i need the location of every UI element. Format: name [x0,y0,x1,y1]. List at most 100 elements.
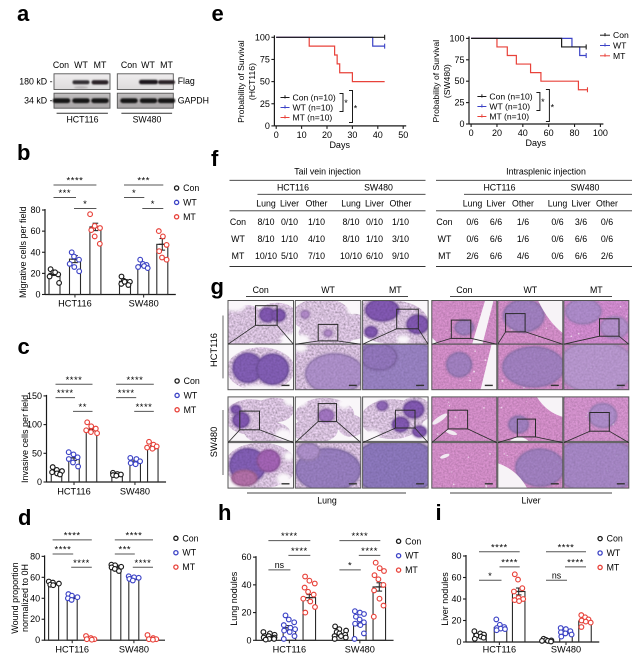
svg-text:Liver: Liver [521,496,540,506]
svg-text:60: 60 [30,572,40,582]
svg-text:0/10: 0/10 [366,217,383,227]
svg-text:Other: Other [512,198,534,208]
svg-text:h: h [218,500,231,525]
svg-text:HCT116: HCT116 [55,645,89,655]
svg-text:0/6: 0/6 [466,217,478,227]
svg-text:Lung: Lung [256,198,276,208]
svg-text:****: **** [118,388,135,399]
svg-text:3/10: 3/10 [392,234,409,244]
svg-text:0/6: 0/6 [601,217,613,227]
svg-text:WT: WT [405,551,419,561]
svg-text:Liver: Liver [280,198,299,208]
svg-text:*: * [551,103,555,113]
svg-text:SW480: SW480 [571,182,600,192]
svg-text:g: g [211,274,224,299]
svg-text:*: * [344,98,348,108]
svg-text:100: 100 [449,33,464,43]
svg-text:normalized to 0H: normalized to 0H [20,564,30,632]
svg-text:8/10: 8/10 [257,234,274,244]
svg-text:10/10: 10/10 [340,251,362,261]
svg-text:5/10: 5/10 [281,251,298,261]
svg-text:(HCT116): (HCT116) [247,63,257,100]
svg-text:WT (n=10): WT (n=10) [293,103,334,113]
svg-text:Con: Con [456,285,472,295]
svg-text:80: 80 [30,551,40,561]
svg-text:****: **** [281,531,298,542]
svg-text:100: 100 [255,32,270,42]
svg-text:3/6: 3/6 [575,217,587,227]
svg-text:****: **** [66,375,83,386]
svg-text:SW480: SW480 [551,645,581,655]
svg-text:MT (n=10): MT (n=10) [293,113,333,123]
svg-text:0: 0 [459,119,464,129]
svg-text:30: 30 [347,130,357,140]
svg-text:WT: WT [613,41,627,51]
svg-text:80: 80 [570,128,580,138]
svg-text:2/6: 2/6 [466,251,478,261]
svg-text:1/10: 1/10 [392,217,409,227]
svg-text:20: 20 [241,608,251,618]
svg-text:GAPDH: GAPDH [178,96,209,106]
svg-text:****: **** [57,388,74,399]
svg-text:SW480: SW480 [119,645,149,655]
svg-text:****: **** [126,530,143,541]
svg-text:WT: WT [183,197,197,207]
svg-text:1/6: 1/6 [517,217,529,227]
svg-text:6/6: 6/6 [575,234,587,244]
svg-text:Other: Other [596,198,618,208]
svg-text:8/10: 8/10 [342,217,359,227]
svg-text:0: 0 [456,637,461,647]
svg-text:MT (n=10): MT (n=10) [489,112,529,122]
svg-text:MT: MT [182,562,195,572]
svg-text:*: * [348,560,352,571]
svg-text:HCT116: HCT116 [57,487,91,497]
svg-text:Invasive cells per field: Invasive cells per field [20,395,30,483]
svg-text:MT: MT [94,60,107,70]
svg-text:HCT116: HCT116 [483,645,517,655]
svg-text:Liver: Liver [571,198,590,208]
svg-text:80: 80 [30,205,40,215]
svg-text:SW480: SW480 [364,182,393,192]
svg-text:*: * [132,188,136,199]
svg-text:MT: MT [183,212,196,222]
svg-text:0: 0 [246,635,251,645]
svg-text:0/6: 0/6 [551,251,563,261]
svg-text:****: **** [136,402,153,413]
svg-text:100: 100 [27,420,42,430]
svg-text:20: 20 [492,128,502,138]
svg-text:50: 50 [398,130,408,140]
svg-text:****: **** [567,557,584,568]
svg-text:****: **** [491,542,508,553]
svg-text:Lung: Lung [317,496,337,506]
svg-text:WT: WT [321,285,335,295]
svg-text:0/6: 0/6 [466,234,478,244]
svg-text:****: **** [291,546,308,557]
svg-text:60: 60 [30,226,40,236]
svg-text:Con: Con [253,285,269,295]
svg-text:0: 0 [35,290,40,300]
svg-text:Con: Con [405,536,421,546]
svg-text:Lung: Lung [463,198,483,208]
svg-text:0/6: 0/6 [601,234,613,244]
svg-text:Con: Con [182,533,198,543]
svg-text:Wound proportion: Wound proportion [10,562,20,633]
svg-text:****: **** [361,546,378,557]
svg-text:40: 40 [518,128,528,138]
svg-text:40: 40 [451,594,461,604]
svg-text:150: 150 [27,391,42,401]
svg-text:MT: MT [160,60,173,70]
svg-text:****: **** [501,557,518,568]
svg-text:60: 60 [451,573,461,583]
svg-text:c: c [18,334,30,359]
svg-text:Con: Con [183,183,199,193]
svg-text:Days: Days [329,140,350,150]
svg-text:Con (n=10): Con (n=10) [489,92,532,102]
svg-text:40: 40 [30,247,40,257]
svg-text:0: 0 [35,635,40,645]
svg-text:f: f [211,146,219,171]
svg-text:****: **** [64,530,81,541]
svg-text:WT: WT [607,548,621,558]
svg-text:WT: WT [438,234,452,244]
svg-text:20: 20 [322,130,332,140]
svg-text:MT: MT [590,285,603,295]
